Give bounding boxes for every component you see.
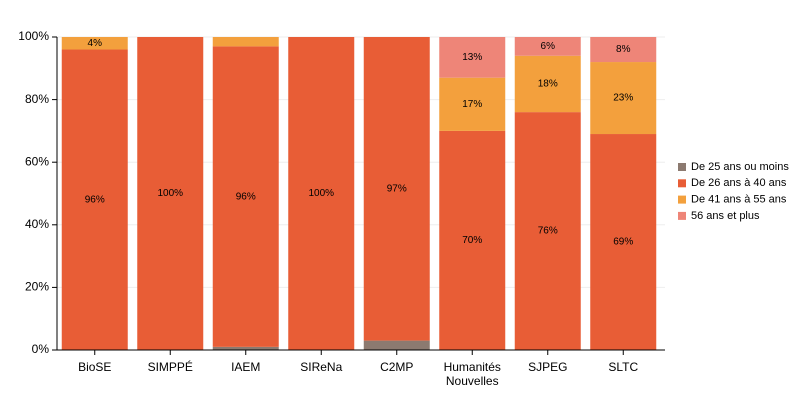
bar-segment xyxy=(514,55,581,113)
y-tick-label: 20% xyxy=(25,280,49,294)
value-label: 23% xyxy=(613,93,633,104)
legend-swatch xyxy=(678,179,686,188)
x-tick-label: SJPEG xyxy=(528,360,568,374)
bar-segment xyxy=(590,134,657,350)
bar-segment xyxy=(514,37,581,56)
value-label: 100% xyxy=(157,188,183,199)
y-tick-label: 40% xyxy=(25,217,49,231)
bar-segment xyxy=(212,346,279,350)
y-tick-label: 60% xyxy=(25,154,49,168)
value-label: 4% xyxy=(88,38,103,49)
value-label: 8% xyxy=(616,44,631,55)
bar-segment xyxy=(212,46,279,347)
value-label: 17% xyxy=(462,99,482,110)
y-tick-label: 80% xyxy=(25,92,49,106)
y-tick-label: 0% xyxy=(32,342,50,356)
bar-segment xyxy=(514,112,581,351)
legend-label: De 26 ans à 40 ans xyxy=(691,177,787,189)
bar-segment xyxy=(61,37,128,50)
value-label: 18% xyxy=(538,79,558,90)
legend-swatch xyxy=(678,195,686,204)
bar-segment xyxy=(439,77,506,131)
legend-swatch xyxy=(678,211,686,220)
value-label: 69% xyxy=(613,237,633,248)
value-label: 13% xyxy=(462,52,482,63)
bar-segment xyxy=(439,130,506,350)
value-label: 100% xyxy=(308,188,334,199)
bar-segment xyxy=(288,37,355,350)
legend-label: De 25 ans ou moins xyxy=(691,161,789,173)
value-label: 70% xyxy=(462,235,482,246)
value-label: 96% xyxy=(236,191,256,202)
x-tick-label: SIReNa xyxy=(300,360,343,374)
y-tick-label: 100% xyxy=(18,29,49,43)
bar-segment xyxy=(590,37,657,63)
x-tick-label: C2MP xyxy=(380,360,414,374)
bar-segment xyxy=(590,62,657,135)
value-label: 76% xyxy=(538,226,558,237)
bar-segment xyxy=(363,340,430,350)
legend-label: 56 ans et plus xyxy=(691,210,760,222)
value-label: 6% xyxy=(541,41,556,52)
x-tick-label: Humanités Nouvelles xyxy=(443,360,501,388)
value-label: 97% xyxy=(387,183,407,194)
x-tick-label: SIMPPÉ xyxy=(147,360,193,374)
bar-segment xyxy=(137,37,204,350)
x-tick-label: BioSE xyxy=(78,360,112,374)
bar-segment xyxy=(212,37,279,47)
legend-label: De 41 ans à 55 ans xyxy=(691,194,787,206)
bar-segment xyxy=(61,49,128,351)
legend-swatch xyxy=(678,163,686,171)
bar-segment xyxy=(439,37,506,78)
bar-segment xyxy=(363,37,430,341)
value-label: 96% xyxy=(85,194,105,205)
x-tick-label: SLTC xyxy=(608,360,639,374)
x-tick-label: IAEM xyxy=(231,360,261,374)
